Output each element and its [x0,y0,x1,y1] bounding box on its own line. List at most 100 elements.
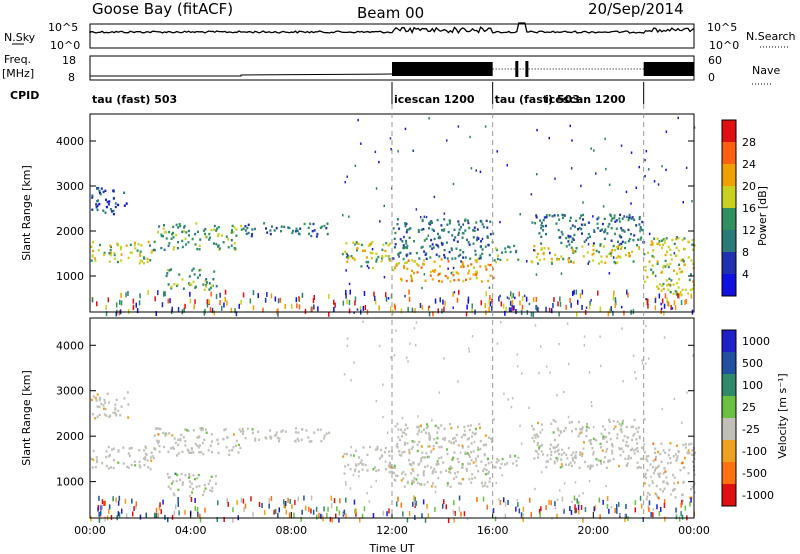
echo-cell [580,214,583,217]
echo-cell [354,164,357,167]
echo-cell [401,416,404,420]
echo-cell [647,298,649,304]
echo-cell [667,288,670,291]
echo-cell [109,414,112,417]
echo-cell [413,327,416,330]
echo-cell [181,481,184,484]
echo-cell [536,128,538,132]
echo-cell [445,504,447,510]
noise-panel: N.Sky 10^5 10^0 10^5 10^0 N.Search [4,21,796,52]
echo-cell [469,135,471,139]
echo-cell [653,469,656,472]
echo-cell [590,401,593,404]
echo-cell [593,149,595,152]
echo-cell [479,426,481,429]
echo-cell [612,295,615,301]
echo-cell [418,440,421,444]
echo-cell [194,233,197,236]
echo-cell [427,445,430,448]
echo-cell [363,506,366,512]
echo-cell [577,435,580,438]
echo-cell [138,464,141,467]
echo-cell [440,456,443,459]
echo-cell [587,262,589,265]
echo-cell [615,219,618,222]
echo-cell [495,261,497,264]
echo-cell [378,160,380,164]
echo-cell [486,485,489,488]
echo-cell [170,287,173,290]
echo-cell [522,295,524,301]
echo-cell [439,265,441,268]
echo-cell [604,261,607,264]
echo-cell [157,512,159,518]
echo-cell [320,225,323,228]
echo-cell [503,392,505,395]
echo-cell [374,295,376,301]
echo-cell [673,242,676,246]
echo-cell [116,242,119,245]
echo-cell [361,513,364,519]
echo-cell [208,238,211,241]
echo-cell [190,451,193,454]
echo-cell [632,449,635,452]
echo-cell [457,460,460,464]
echo-cell [658,511,661,516]
echo-cell [614,220,617,223]
echo-cell [376,448,379,451]
echo-cell [539,219,542,222]
echo-cell [536,443,539,446]
echo-cell [636,430,639,434]
echo-cell [545,306,547,312]
echo-cell [679,271,682,274]
echo-cell [587,465,589,468]
echo-cell [296,229,299,232]
echo-cell [643,482,646,485]
echo-cell [596,222,599,225]
echo-cell [366,492,368,495]
echo-cell [468,453,470,456]
echo-cell [675,459,678,462]
echo-cell [220,234,223,237]
echo-cell [665,168,667,172]
colorbar-swatch-0 [722,120,736,142]
echo-cell [289,499,291,504]
echo-cell [663,310,665,316]
cpid-segment-label-1: icescan 1200 [394,93,475,106]
echo-cell [222,437,225,441]
echo-cell [560,453,563,456]
echo-cell [144,458,147,461]
echo-cell [571,224,574,227]
echo-cell [198,435,201,438]
echo-cell [422,428,425,431]
echo-cell [126,391,129,394]
echo-cell [624,253,627,257]
echo-cell [96,208,99,212]
echo-cell [472,450,475,453]
echo-cell [493,418,495,421]
echo-cell [500,462,503,466]
echo-cell [508,246,511,249]
echo-cell [592,259,595,262]
echo-cell [656,237,659,240]
echo-cell [150,251,153,254]
echo-cell [535,214,538,217]
echo-cell [540,248,543,251]
echo-cell [356,242,359,245]
echo-cell [362,305,365,311]
echo-cell [517,258,520,261]
echo-cell [345,252,348,256]
x-tick-label-1: 04:00 [175,524,207,537]
echo-cell [231,449,234,452]
echo-cell [428,455,431,459]
echo-cell [204,228,207,231]
echo-cell [458,223,461,226]
echo-cell [684,505,687,511]
echo-cell [673,488,676,491]
echo-cell [655,484,658,488]
echo-cell [357,470,360,473]
echo-cell [644,158,646,162]
echo-cell [425,452,428,455]
echo-cell [624,513,626,519]
echo-cell [635,438,638,441]
